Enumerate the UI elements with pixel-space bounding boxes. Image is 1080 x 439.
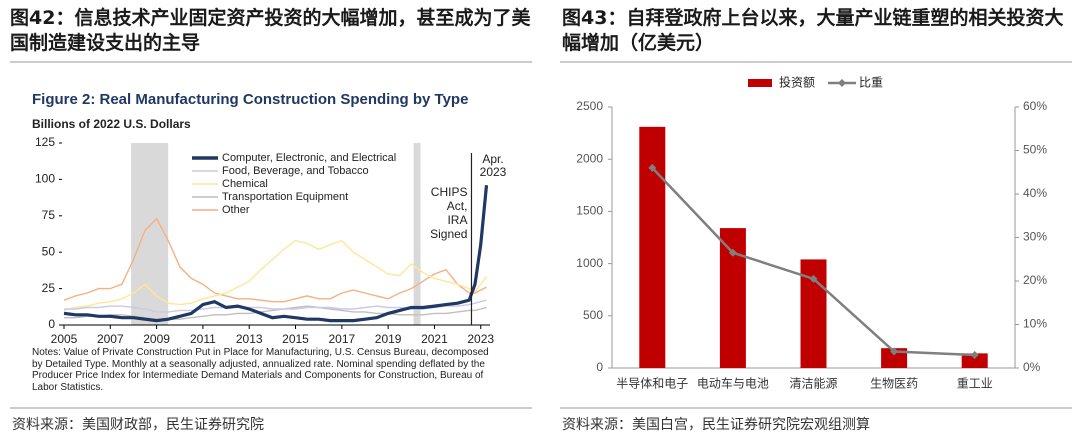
y-tick-label: 75 bbox=[42, 208, 56, 222]
shaded-period bbox=[413, 143, 421, 325]
x-tick-label: 2009 bbox=[143, 332, 170, 346]
bar bbox=[881, 348, 908, 368]
legend-label: 比重 bbox=[859, 76, 883, 90]
x-tick-label: 2011 bbox=[190, 332, 216, 346]
y2-tick-label: 10% bbox=[1023, 317, 1047, 331]
point bbox=[970, 350, 979, 359]
y-tick-label: 1500 bbox=[576, 204, 603, 218]
legend-label: Transportation Equipment bbox=[222, 191, 348, 203]
y2-tick-label: 20% bbox=[1023, 273, 1047, 287]
x-tick-label: 2021 bbox=[421, 332, 448, 346]
x-tick-label: 2013 bbox=[236, 332, 263, 346]
x-tick-label: 重工业 bbox=[957, 377, 993, 391]
x-tick-label: 半导体和电子 bbox=[616, 377, 688, 391]
annotation: 2023 bbox=[480, 165, 507, 179]
y-tick-label: 500 bbox=[583, 308, 603, 322]
legend-swatch bbox=[748, 79, 772, 87]
point bbox=[648, 163, 657, 172]
chart-subtitle: Billions of 2022 U.S. Dollars bbox=[32, 117, 191, 131]
annotation: CHIPS bbox=[431, 185, 468, 199]
x-tick-label: 2019 bbox=[375, 332, 402, 346]
panel-title: 图42：信息技术产业固定资产投资的大幅增加，甚至成为了美国制造建设支出的主导 bbox=[10, 7, 531, 54]
x-tick-label: 清洁能源 bbox=[789, 377, 837, 391]
annotation: IRA bbox=[447, 213, 467, 227]
bar bbox=[961, 353, 988, 368]
notes: Notes: Value of Private Construction Put… bbox=[32, 347, 489, 393]
legend-label: Computer, Electronic, and Electrical bbox=[222, 152, 396, 164]
series-line bbox=[63, 217, 487, 303]
point bbox=[809, 274, 818, 283]
y-tick-label: 1000 bbox=[576, 256, 603, 270]
legend-label: Other bbox=[222, 204, 250, 216]
annotation: Signed bbox=[430, 227, 467, 241]
series-line bbox=[63, 185, 489, 323]
x-tick-label: 2017 bbox=[328, 332, 355, 346]
y2-tick-label: 0% bbox=[1023, 360, 1041, 374]
x-tick-label: 生物医药 bbox=[870, 377, 918, 391]
legend-label: Food, Beverage, and Tobacco bbox=[222, 165, 369, 177]
legend-label: Chemical bbox=[222, 178, 268, 190]
source: 资料来源：美国财政部，民生证券研究院 bbox=[12, 417, 264, 433]
y2-tick-label: 50% bbox=[1023, 143, 1047, 157]
x-tick-label: 电动车与电池 bbox=[697, 376, 769, 391]
x-tick-label: 2023 bbox=[467, 332, 494, 346]
annotation: Apr. bbox=[482, 152, 503, 166]
y2-tick-label: 40% bbox=[1023, 186, 1047, 200]
bar bbox=[639, 126, 666, 368]
point bbox=[890, 347, 899, 356]
annotation: Act, bbox=[447, 199, 468, 213]
y-tick-label: 100 bbox=[35, 172, 55, 186]
y-tick-label: 0 bbox=[596, 360, 603, 374]
legend-swatch bbox=[838, 79, 846, 87]
panel-title: 图43：自拜登政府上台以来，大量产业链重塑的相关投资大幅增加（亿美元） bbox=[562, 7, 1064, 54]
y-tick-label: 125 bbox=[35, 135, 55, 149]
point bbox=[728, 248, 737, 257]
y-tick-label: 50 bbox=[42, 244, 56, 258]
y2-tick-label: 30% bbox=[1023, 230, 1047, 244]
x-tick-label: 2015 bbox=[282, 332, 309, 346]
y-tick-label: 2000 bbox=[576, 151, 603, 165]
legend-label: 投资额 bbox=[779, 75, 815, 90]
source: 资料来源：美国白宫，民生证券研究院宏观组测算 bbox=[562, 417, 870, 433]
x-tick-label: 2005 bbox=[51, 332, 78, 346]
x-tick-label: 2007 bbox=[97, 332, 124, 346]
y-tick-label: 0 bbox=[48, 317, 55, 331]
shaded-period bbox=[131, 143, 169, 325]
y2-tick-label: 60% bbox=[1023, 99, 1047, 113]
series-line bbox=[63, 239, 488, 312]
chart-title: Figure 2: Real Manufacturing Constructio… bbox=[32, 91, 468, 108]
y-tick-label: 25 bbox=[42, 281, 56, 295]
y-tick-label: 2500 bbox=[576, 99, 603, 113]
